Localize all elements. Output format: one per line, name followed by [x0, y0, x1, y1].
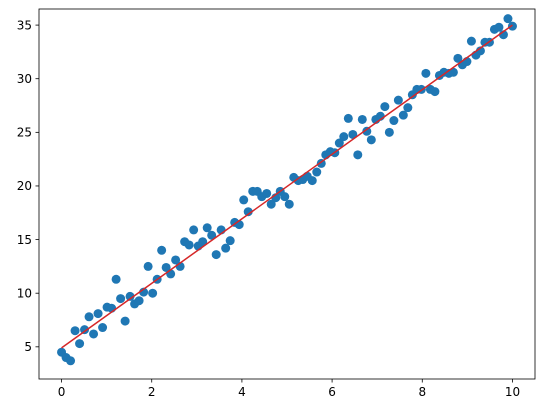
scatter-point-36 — [221, 243, 231, 253]
scatter-point-4 — [75, 339, 85, 349]
scatter-point-75 — [398, 110, 408, 120]
scatter-point-20 — [148, 288, 158, 298]
scatter-point-72 — [384, 127, 394, 137]
scatter-point-99 — [507, 21, 517, 31]
scatter-point-56 — [312, 167, 322, 177]
x-tick-label: 0 — [58, 385, 66, 399]
y-tick-label: 30 — [17, 72, 32, 86]
scatter-point-67 — [362, 126, 372, 136]
scatter-point-3 — [70, 326, 80, 336]
y-tick-label: 20 — [17, 179, 32, 193]
scatter-point-96 — [494, 22, 504, 32]
scatter-point-55 — [307, 176, 317, 186]
scatter-point-28 — [184, 240, 194, 250]
scatter-point-98 — [503, 14, 513, 24]
scatter-point-24 — [166, 269, 176, 279]
scatter-point-46 — [266, 199, 276, 209]
scatter-point-50 — [284, 199, 294, 209]
scatter-point-74 — [393, 95, 403, 105]
scatter-point-31 — [198, 237, 208, 247]
scatter-point-7 — [89, 329, 99, 339]
scatter-point-76 — [403, 103, 413, 113]
x-tick-label: 6 — [328, 385, 336, 399]
scatter-point-61 — [334, 138, 344, 148]
scatter-point-17 — [134, 296, 144, 306]
scatter-point-65 — [353, 150, 363, 160]
scatter-point-5 — [80, 325, 90, 335]
scatter-point-92 — [475, 46, 485, 56]
x-tick-label: 2 — [148, 385, 156, 399]
scatter-point-15 — [125, 291, 135, 301]
scatter-point-32 — [202, 223, 212, 233]
scatter-point-19 — [143, 261, 153, 271]
scatter-point-49 — [280, 192, 290, 202]
y-tick-label: 35 — [17, 18, 32, 32]
scatter-point-6 — [84, 312, 94, 322]
scatter-point-68 — [366, 135, 376, 145]
scatter-point-82 — [430, 87, 440, 97]
y-tick-label: 15 — [17, 233, 32, 247]
scatter-point-80 — [421, 68, 431, 78]
scatter-point-71 — [380, 102, 390, 112]
scatter-point-73 — [389, 116, 399, 126]
y-tick-label: 5 — [24, 340, 32, 354]
scatter-point-2 — [66, 356, 76, 366]
y-axis-ticks: 5 10 15 20 25 30 35 — [17, 18, 39, 354]
scatter-point-34 — [211, 250, 221, 260]
fit-line — [61, 24, 513, 349]
scatter-point-25 — [171, 255, 181, 265]
scatter-point-41 — [243, 207, 253, 217]
x-axis-ticks: 0 2 4 6 8 10 — [58, 379, 520, 399]
scatter-point-13 — [116, 294, 126, 304]
scatter-point-62 — [339, 132, 349, 142]
scatter-point-45 — [262, 188, 272, 198]
axes-frame — [38, 8, 536, 380]
x-tick-label: 4 — [238, 385, 246, 399]
scatter-point-29 — [189, 225, 199, 235]
y-tick-label: 10 — [17, 286, 32, 300]
scatter-point-64 — [348, 129, 358, 139]
x-tick-label: 8 — [418, 385, 426, 399]
scatter-point-40 — [239, 195, 249, 205]
scatter-point-86 — [448, 67, 458, 77]
scatter-point-66 — [357, 114, 367, 124]
scatter-point-22 — [157, 245, 167, 255]
scatter-point-63 — [343, 113, 353, 123]
y-tick-label: 25 — [17, 126, 32, 140]
x-tick-label: 10 — [505, 385, 520, 399]
scatter-point-33 — [207, 230, 217, 240]
fit-line-layer — [61, 24, 513, 349]
scatter-point-8 — [93, 309, 103, 319]
scatter-point-90 — [466, 36, 476, 46]
scatter-point-12 — [111, 274, 121, 284]
scatter-point-9 — [98, 323, 108, 333]
scatter-point-37 — [225, 236, 235, 246]
scatter-point-14 — [120, 316, 130, 326]
scatter-points — [57, 14, 517, 366]
scatter-point-87 — [453, 53, 463, 63]
scatter-point-23 — [161, 262, 171, 272]
